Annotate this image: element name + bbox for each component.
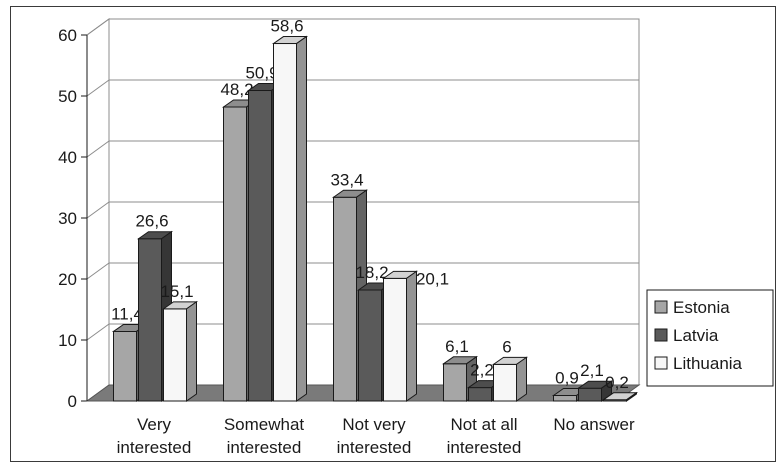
data-label: 18,2 (355, 263, 388, 282)
legend-label-estonia: Estonia (673, 298, 730, 317)
y-tick-label: 50 (58, 87, 77, 106)
gridline-side (86, 140, 110, 158)
data-label: 20,1 (416, 269, 449, 288)
bar-lithuania (273, 43, 297, 402)
bar-lithuania (383, 277, 407, 402)
x-category-label: No answer (553, 415, 635, 434)
y-tick-label: 30 (58, 209, 77, 228)
data-label: 2,2 (470, 361, 494, 380)
bar-latvia (138, 238, 162, 402)
bar-chart: 0 10 20 30 40 50 60 11,4 26,6 15,1 Very interested 4… (58, 17, 774, 457)
legend-label-latvia: Latvia (673, 326, 719, 345)
x-category-label: Not at all (450, 415, 517, 434)
gridline-side (86, 79, 110, 97)
bar-estonia (223, 106, 247, 402)
bar-latvia (468, 387, 492, 402)
bar-latvia (578, 387, 602, 402)
legend-swatch-latvia (654, 328, 668, 342)
data-label: 58,6 (270, 17, 303, 36)
bar-latvia (248, 90, 272, 402)
chart-frame: 0 10 20 30 40 50 60 11,4 26,6 15,1 Very interested 4… (10, 6, 776, 462)
data-label: 48,2 (220, 80, 253, 99)
y-tick-label: 40 (58, 148, 77, 167)
data-label: 0,2 (605, 373, 629, 392)
x-category-label: interested (447, 438, 522, 457)
bar-side (516, 356, 527, 402)
x-category-label: interested (337, 438, 412, 457)
legend-swatch-estonia (654, 300, 668, 314)
bar-side (406, 270, 417, 402)
bar-latvia (358, 289, 382, 402)
x-category-label: Not very (342, 415, 406, 434)
data-label: 0,9 (555, 369, 579, 388)
x-category-label: interested (117, 438, 192, 457)
legend-swatch-lithuania (654, 356, 668, 370)
data-label: 26,6 (135, 212, 168, 231)
gridline-side (86, 201, 110, 219)
y-tick-label: 0 (68, 392, 77, 411)
data-label: 11,4 (111, 304, 143, 323)
gridline-side (86, 323, 110, 341)
bar-side (186, 300, 197, 402)
data-label: 6,1 (445, 337, 469, 356)
bar-side (626, 391, 637, 402)
data-label: 33,4 (330, 170, 363, 189)
bar-lithuania (493, 363, 517, 402)
bar-lithuania (163, 308, 187, 402)
data-label: 2,1 (580, 361, 604, 380)
y-tick-label: 10 (58, 331, 77, 350)
gridline-side (86, 262, 110, 280)
y-tick-label: 60 (58, 26, 77, 45)
bar-side (296, 35, 307, 402)
gridline-side (86, 18, 110, 36)
data-label: 15,1 (160, 282, 193, 301)
x-category-label: Very (137, 415, 172, 434)
bar-estonia (113, 330, 137, 402)
data-label: 6 (502, 337, 511, 356)
bar-estonia (443, 363, 467, 402)
legend-label-lithuania: Lithuania (673, 354, 743, 373)
legend-box (646, 289, 774, 387)
x-category-label: Somewhat (224, 415, 305, 434)
bar-estonia (333, 196, 357, 402)
data-label: 50,9 (245, 64, 278, 83)
bar-estonia (553, 395, 577, 402)
x-category-label: interested (227, 438, 302, 457)
y-tick-label: 20 (58, 270, 77, 289)
